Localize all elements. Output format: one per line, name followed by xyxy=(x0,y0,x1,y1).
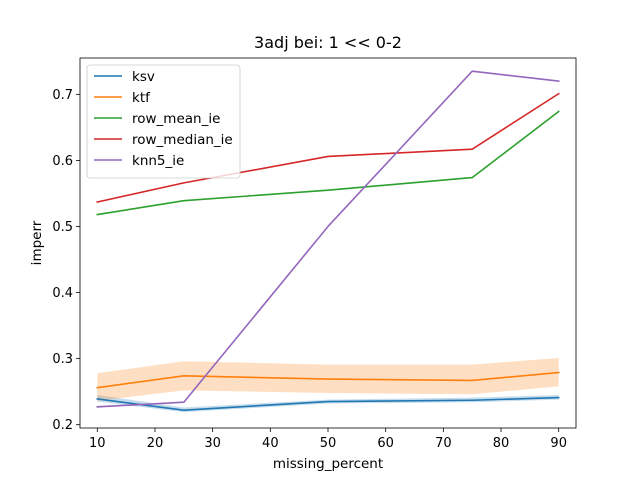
x-tick-label: 10 xyxy=(89,436,106,451)
line-row-mean-ie xyxy=(96,110,560,216)
legend-label-knn5-ie: knn5_ie xyxy=(132,153,184,169)
line-ktf xyxy=(96,371,560,389)
x-axis-ticks: 10 20 30 40 50 60 70 80 90 xyxy=(89,428,567,451)
y-tick-label: 0.7 xyxy=(52,88,73,103)
line-knn5-ie xyxy=(96,70,560,408)
legend-label-row-median-ie: row_median_ie xyxy=(132,132,233,148)
y-tick-label: 0.3 xyxy=(52,352,73,367)
legend: ksv ktf row_mean_ie row_median_ie knn5_ie xyxy=(86,64,241,179)
y-tick-label: 0.6 xyxy=(52,154,73,169)
x-tick-label: 60 xyxy=(377,436,394,451)
x-tick-label: 70 xyxy=(435,436,452,451)
x-tick-label: 80 xyxy=(493,436,510,451)
legend-label-row-mean-ie: row_mean_ie xyxy=(132,111,220,127)
x-tick-label: 40 xyxy=(262,436,279,451)
line-row-median-ie xyxy=(96,92,560,203)
y-axis-ticks: 0.2 0.3 0.4 0.5 0.6 0.7 xyxy=(52,88,80,433)
legend-label-ksv: ksv xyxy=(132,69,155,85)
y-tick-label: 0.4 xyxy=(52,286,73,301)
legend-box xyxy=(86,64,241,179)
y-tick-label: 0.5 xyxy=(52,220,73,235)
x-axis-label: missing_percent xyxy=(273,456,383,472)
y-axis-label: imperr xyxy=(29,220,45,265)
y-tick-label: 0.2 xyxy=(52,418,73,433)
x-tick-label: 50 xyxy=(320,436,337,451)
x-tick-label: 30 xyxy=(204,436,221,451)
legend-label-ktf: ktf xyxy=(132,90,151,106)
line-ksv xyxy=(96,396,560,411)
x-tick-label: 20 xyxy=(147,436,164,451)
chart-title: 3adj bei: 1 << 0-2 xyxy=(254,33,402,52)
series-lines xyxy=(96,70,560,411)
x-tick-label: 90 xyxy=(550,436,567,451)
